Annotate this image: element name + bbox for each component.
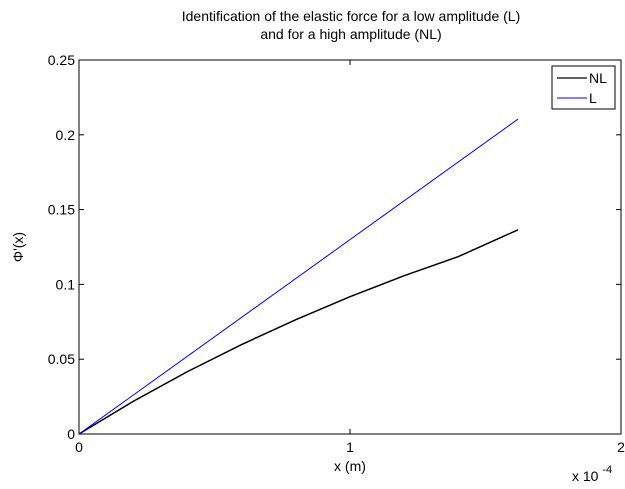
chart-title-line-1: Identification of the elastic force for …	[182, 8, 521, 24]
x-tick-label: 1	[346, 439, 354, 455]
x-axis-exponent-base: x 10	[572, 468, 599, 484]
y-tick-label: 0	[67, 426, 75, 442]
series-line-nl	[78, 229, 519, 435]
chart-title-line-2: and for a high amplitude (NL)	[260, 26, 441, 42]
y-axis-label: Φ'(x)	[10, 232, 26, 262]
legend-label-l: L	[589, 90, 597, 106]
x-tick-label: 0	[75, 439, 83, 455]
y-axis-ticks: 0 0.05 0.1 0.15 0.2 0.25	[48, 52, 621, 442]
y-tick-label: 0.05	[48, 351, 75, 367]
x-axis-exponent-power: -4	[602, 464, 612, 476]
legend: NL L	[551, 65, 616, 110]
series-layer	[78, 118, 519, 435]
y-tick-label: 0.2	[56, 127, 76, 143]
y-tick-label: 0.25	[48, 52, 75, 68]
plot-area	[78, 59, 622, 435]
y-tick-label: 0.15	[48, 202, 75, 218]
x-axis-ticks: 0 1 2	[75, 60, 625, 455]
legend-box	[551, 65, 616, 110]
y-tick-label: 0.1	[56, 276, 76, 292]
legend-label-nl: NL	[589, 70, 607, 86]
x-tick-label: 2	[617, 439, 625, 455]
series-line-l	[78, 118, 519, 435]
x-axis-label: x (m)	[334, 458, 366, 474]
x-axis-exponent: x 10 -4	[572, 464, 612, 484]
